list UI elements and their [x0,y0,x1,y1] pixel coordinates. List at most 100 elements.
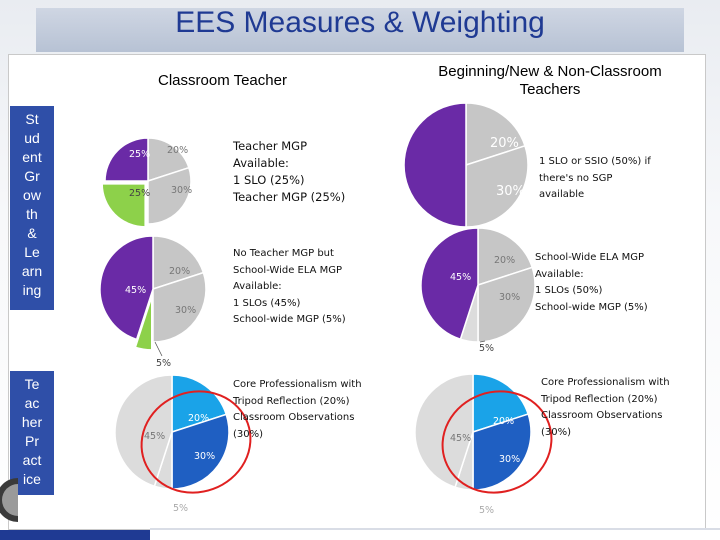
highlight-circle [441,390,553,494]
pie-slice-label: 25% [129,149,150,160]
pie-slice [101,183,146,228]
description-line: Teacher MGP [233,139,308,153]
pie-slice-label: 20% [490,136,519,151]
pie-slice [134,296,153,351]
description-line: available [539,189,585,200]
pie-slice-label: 45% [144,431,165,442]
description-bn-practice: Core Professionalism with Tripod Reflecti… [541,375,670,441]
row-label-student-growth: St ud ent Gr ow th & Le arn ing [10,106,54,310]
description-line: Classroom Observations [233,412,355,423]
description-line: 1 SLOs (45%) [233,297,301,309]
row-label-line: Gr [24,168,40,184]
pie-slice [152,235,205,291]
pie-slice [147,166,192,225]
pie-slice [152,271,207,343]
pie-slice [104,137,149,182]
row-label-line: ud [24,130,40,146]
row-label-line: act [22,452,42,468]
pie-slice [465,144,529,228]
pie-ct-practice: 20% 30% 5% 45% [114,374,252,514]
row-label-line: ice [23,471,41,487]
row-label-line: ow [23,187,41,203]
pie-slice-label: 30% [496,184,525,199]
row-label-line: St [25,111,39,127]
pie-slice [171,374,228,434]
pie-slice-label: 45% [450,272,471,283]
description-line: School-wide MGP (5%) [535,301,648,313]
pie-slice-label: 5% [479,505,494,516]
pie-slice-label: 45% [125,285,146,296]
column-header-classroom: Classroom Teacher [158,72,287,89]
pie-ct-mgp: 20% 30% 25% 25% [101,137,192,228]
description-line: Teacher MGP (25%) [233,190,346,204]
pie-slice-label: 30% [175,305,196,316]
row-label-line: Pr [25,433,39,449]
title-bar [36,8,684,52]
row-label-line: ac [24,395,40,411]
description-ct-mgp: Teacher MGP Available: 1 SLO (25%) Teacher … [233,138,345,206]
description-bn-school-wide: School-Wide ELA MGP Available: 1 SLOs (50%… [535,250,648,316]
description-line: School-wide MGP (5%) [233,314,346,325]
description-line: No Teacher MGP but [233,248,334,259]
row-label-line: arn [21,263,43,279]
description-line: School-Wide ELA MGP [535,252,645,263]
description-line: 1 SLO (25%) [233,173,305,187]
pie-leader-line [479,340,486,343]
pie-slice [465,102,526,167]
description-line: School-Wide ELA MGP [233,264,343,276]
pie-slice-label: 25% [129,188,150,199]
pie-slice [472,413,532,491]
pie-slice-label: 20% [169,266,190,277]
footer-line [150,528,720,530]
row-label-line: & [27,225,37,241]
description-line: 1 SLOs (50%) [535,285,603,296]
row-label-line: ing [22,282,42,298]
description-line: Tripod Reflection (20%) [233,395,350,407]
pie-slice-label: 5% [156,358,171,369]
description-line: (30%) [541,426,572,438]
description-line: Available: [233,281,282,292]
pie-slice [477,266,536,343]
slide-title: EES Measures & Weighting [175,6,545,39]
pie-slice [472,373,530,434]
description-line: (30%) [233,428,264,440]
pie-bn-school-wide: 20% 30% 5% 45% [420,227,536,354]
pie-slice-label: 5% [479,343,494,354]
description-line: Core Professionalism with [541,377,670,388]
description-line: there's no SGP [539,172,613,184]
row-label-line: th [26,206,38,222]
pie-slice-label: 20% [167,145,188,156]
pie-slice-label: 30% [171,185,192,196]
pie-slice [171,413,230,490]
pie-slice-label: 30% [499,292,520,303]
description-line: 1 SLO or SSIO (50%) if [539,156,651,167]
seal-logo [0,478,18,522]
footer-bar [0,530,150,540]
pie-slice-label: 45% [450,433,471,444]
pie-slice [403,102,467,228]
description-line: Tripod Reflection (20%) [541,393,658,405]
pie-bn-no-sgp: 20% 30% [403,102,529,228]
pie-slice-label: 5% [173,503,188,514]
row-label-line: Le [24,244,40,260]
pie-slice-label: 20% [494,255,515,266]
column-header-beginning: Beginning/New & Non-Classroom Teachers [438,63,662,98]
description-line: Available: [535,268,584,280]
pie-slice-label: 30% [499,454,520,465]
highlight-circle [140,390,252,494]
description-line: Core Professionalism with [233,379,362,390]
pie-slice [99,235,154,341]
pie-slice [477,227,534,287]
description-bn-no-sgp: 1 SLO or SSIO (50%) if there's no SGP avai… [539,154,651,204]
row-label-line: Te [24,376,40,392]
row-label-line: her [21,414,43,430]
row-label-teacher-practice: Te ac her Pr act ice [10,371,54,495]
pie-slice-label: 20% [188,413,209,424]
pie-bn-practice: 20% 30% 5% 45% [414,373,553,516]
pie-slice-label: 20% [493,416,514,427]
description-ct-practice: Core Professionalism with Tripod Reflecti… [233,377,362,443]
description-ct-no-mgp: No Teacher MGP but School-Wide ELA MGP Ava… [233,246,346,329]
description-line: Classroom Observations [541,410,663,421]
pie-ct-no-mgp: 20% 30% 5% 45% [99,235,207,369]
